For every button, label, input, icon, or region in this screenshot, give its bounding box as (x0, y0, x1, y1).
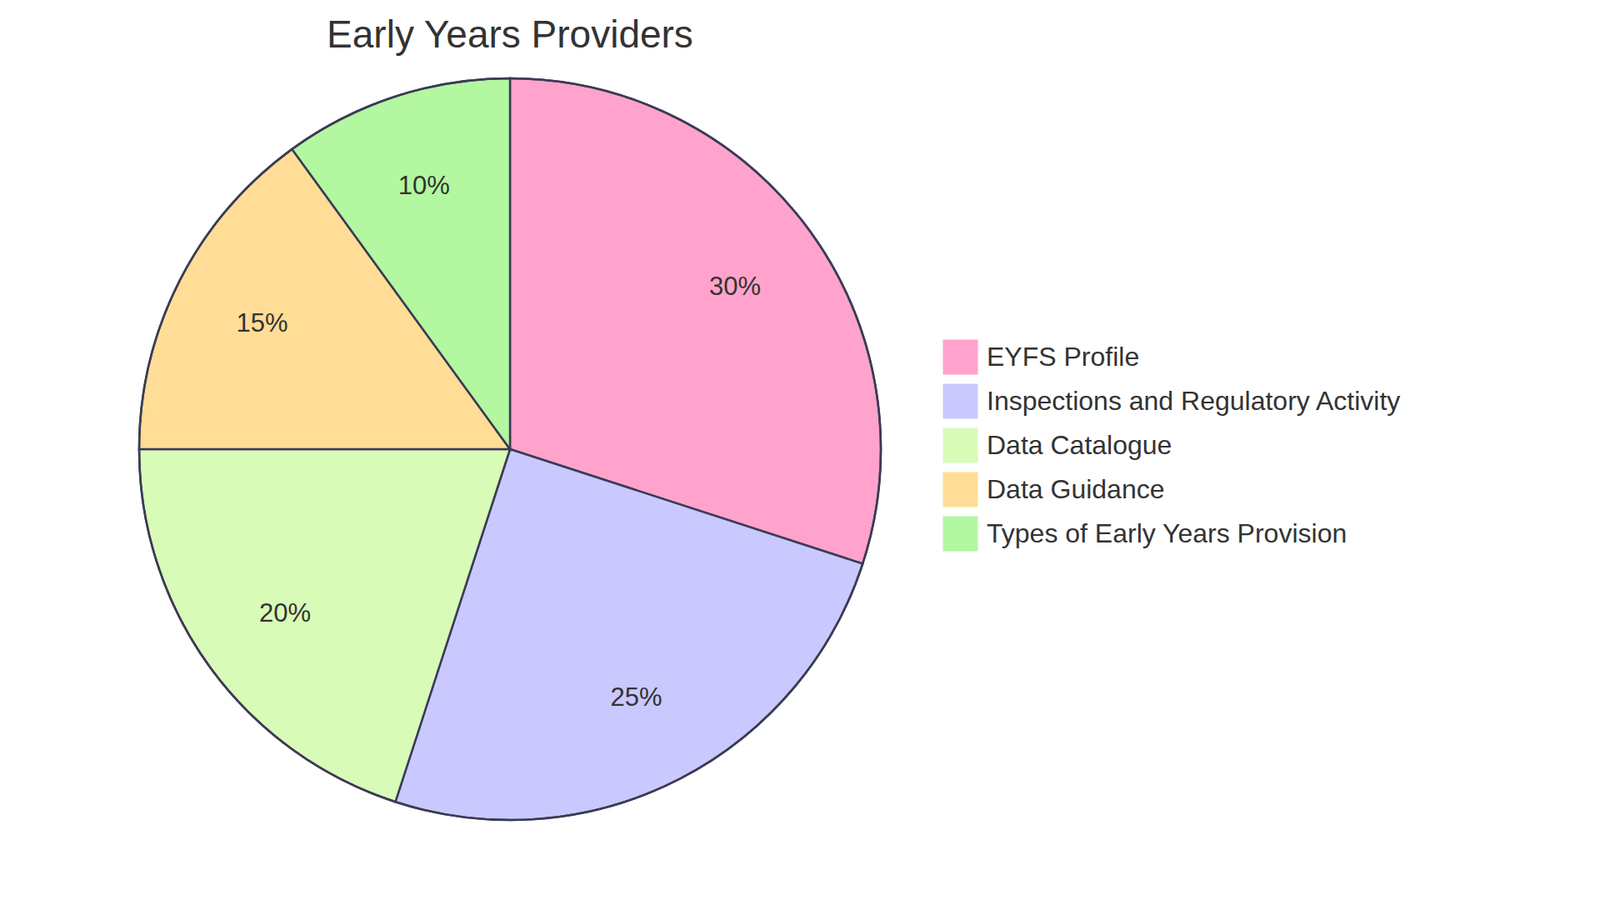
legend-swatch (942, 383, 979, 420)
slice (139, 449, 510, 802)
legend-label: Inspections and Regulatory Activity (986, 385, 1400, 416)
chart: Early Years Providers 30% 25% 20% 15% 10% EYFS… (0, 0, 1600, 900)
data-label: 10% (398, 170, 450, 200)
data-label: 15% (236, 308, 289, 338)
data-labels: 30% 25% 20% 15% 10% (236, 170, 761, 713)
legend-swatch (942, 515, 979, 552)
legend-swatch (942, 339, 979, 375)
legend-label: Data Catalogue (986, 430, 1172, 460)
pie-outline (139, 78, 881, 820)
data-label: 20% (259, 598, 311, 628)
legend-swatch (942, 471, 979, 508)
legend-label: Data Guidance (986, 474, 1165, 505)
title: Early Years Providers (326, 12, 694, 56)
legend-swatch (942, 427, 979, 464)
data-label: 25% (610, 682, 662, 712)
legend-label: Types of Early Years Provision (986, 518, 1347, 549)
legend-label: EYFS Profile (986, 341, 1140, 372)
slice (291, 78, 510, 450)
legend: EYFS Profile Inspections and Regulatory A… (942, 339, 1400, 552)
data-label: 30% (709, 271, 761, 301)
slices (139, 78, 881, 820)
